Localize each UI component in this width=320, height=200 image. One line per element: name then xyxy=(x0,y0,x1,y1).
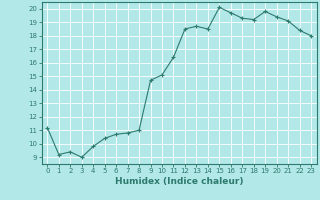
X-axis label: Humidex (Indice chaleur): Humidex (Indice chaleur) xyxy=(115,177,244,186)
